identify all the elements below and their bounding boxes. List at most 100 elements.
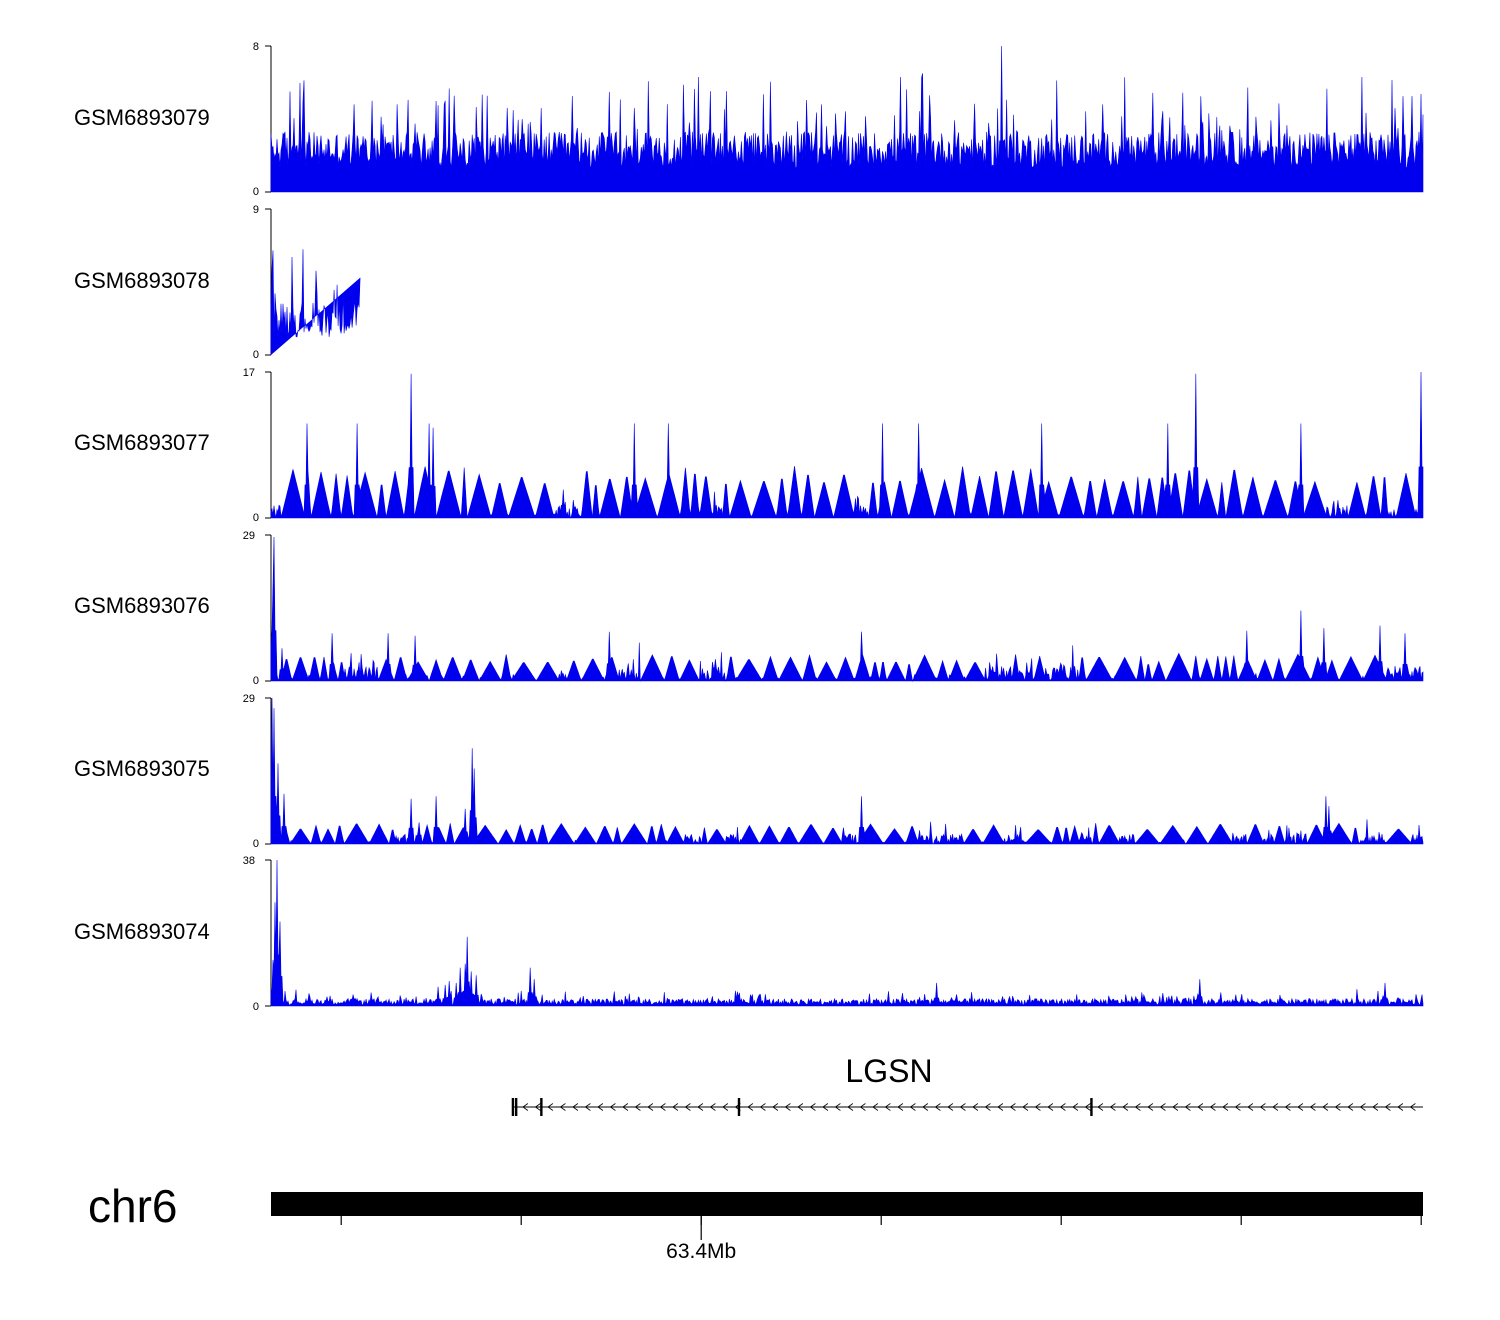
track-gsm6893076: GSM6893076 29 0 <box>74 530 1424 687</box>
y-max-label: 29 <box>243 530 255 542</box>
gene-exon <box>737 1098 741 1116</box>
strand-arrow <box>547 1103 554 1111</box>
strand-arrow <box>1009 1103 1016 1111</box>
strand-arrow <box>647 1103 654 1111</box>
strand-arrow <box>1184 1103 1191 1111</box>
strand-arrow <box>659 1103 666 1111</box>
coverage-area <box>270 859 1424 1007</box>
y-min-label: 0 <box>253 675 259 687</box>
y-max-label: 17 <box>243 367 255 379</box>
coverage-area <box>270 697 1424 845</box>
strand-arrow <box>1347 1103 1354 1111</box>
strand-arrow <box>1097 1103 1104 1111</box>
strand-arrow <box>559 1103 566 1111</box>
y-max-label: 8 <box>253 41 259 53</box>
strand-arrow <box>722 1103 729 1111</box>
strand-arrow <box>847 1103 854 1111</box>
strand-arrow <box>1409 1103 1416 1111</box>
strand-arrow <box>1209 1103 1216 1111</box>
strand-arrow <box>922 1103 929 1111</box>
strand-arrow <box>747 1103 754 1111</box>
strand-arrow <box>709 1103 716 1111</box>
strand-arrow <box>1034 1103 1041 1111</box>
track-label: GSM6893078 <box>74 268 210 293</box>
strand-arrow <box>1059 1103 1066 1111</box>
track-label: GSM6893076 <box>74 593 210 618</box>
strand-arrow <box>1122 1103 1129 1111</box>
strand-arrow <box>1284 1103 1291 1111</box>
strand-arrow <box>1022 1103 1029 1111</box>
gene-exon <box>1090 1098 1093 1116</box>
track-label: GSM6893077 <box>74 430 210 455</box>
strand-arrow <box>1309 1103 1316 1111</box>
strand-arrow <box>597 1103 604 1111</box>
y-min-label: 0 <box>253 512 259 524</box>
strand-arrow <box>697 1103 704 1111</box>
track-gsm6893079: GSM6893079 8 0 <box>74 41 1424 198</box>
gene-exon <box>511 1098 515 1116</box>
strand-arrow <box>1084 1103 1091 1111</box>
strand-arrow <box>1234 1103 1241 1111</box>
coverage-area <box>270 249 361 355</box>
strand-arrow <box>1047 1103 1054 1111</box>
strand-arrow <box>1384 1103 1391 1111</box>
strand-arrow <box>1359 1103 1366 1111</box>
strand-arrow <box>859 1103 866 1111</box>
strand-arrow <box>522 1103 529 1111</box>
track-gsm6893078: GSM6893078 9 0 <box>74 204 361 361</box>
strand-arrow <box>584 1103 591 1111</box>
chromosome-bar <box>271 1192 1423 1216</box>
track-gsm6893074: GSM6893074 38 0 <box>74 855 1424 1013</box>
strand-arrow <box>1147 1103 1154 1111</box>
gene-name-label: LGSN <box>845 1053 932 1089</box>
strand-arrow <box>872 1103 879 1111</box>
strand-arrow <box>997 1103 1004 1111</box>
strand-arrow <box>772 1103 779 1111</box>
strand-arrow <box>1072 1103 1079 1111</box>
strand-arrow <box>1134 1103 1141 1111</box>
strand-arrow <box>759 1103 766 1111</box>
gene-exon <box>514 1098 518 1116</box>
strand-arrow <box>609 1103 616 1111</box>
strand-arrow <box>1372 1103 1379 1111</box>
strand-arrow <box>984 1103 991 1111</box>
strand-arrow <box>634 1103 641 1111</box>
chromosome-track: chr6 63.4Mb <box>88 1180 1423 1263</box>
strand-arrow <box>809 1103 816 1111</box>
strand-arrow <box>959 1103 966 1111</box>
y-max-label: 29 <box>243 693 255 705</box>
track-label: GSM6893075 <box>74 756 210 781</box>
strand-arrow <box>884 1103 891 1111</box>
strand-arrow <box>947 1103 954 1111</box>
strand-arrow <box>572 1103 579 1111</box>
track-label: GSM6893074 <box>74 919 210 944</box>
gene-track: LGSN <box>511 1053 1423 1116</box>
position-tick-label: 63.4Mb <box>666 1240 736 1263</box>
gene-model <box>511 1098 1423 1116</box>
strand-arrow <box>909 1103 916 1111</box>
strand-arrow <box>1259 1103 1266 1111</box>
strand-arrow <box>1172 1103 1179 1111</box>
strand-arrow <box>1197 1103 1204 1111</box>
strand-arrow <box>684 1103 691 1111</box>
chromosome-ticks <box>340 1216 1422 1240</box>
strand-arrow <box>1322 1103 1329 1111</box>
coverage-area <box>270 371 1424 519</box>
strand-arrow <box>1159 1103 1166 1111</box>
track-gsm6893075: GSM6893075 29 0 <box>74 693 1424 850</box>
track-label: GSM6893079 <box>74 105 210 130</box>
strand-arrow <box>934 1103 941 1111</box>
y-min-label: 0 <box>253 838 259 850</box>
y-min-label: 0 <box>253 186 259 198</box>
strand-arrow <box>784 1103 791 1111</box>
strand-arrow <box>1247 1103 1254 1111</box>
chromosome-label: chr6 <box>88 1180 177 1232</box>
strand-arrow <box>1297 1103 1304 1111</box>
strand-arrow <box>834 1103 841 1111</box>
y-max-label: 9 <box>253 204 259 216</box>
strand-arrow <box>797 1103 804 1111</box>
strand-arrow <box>672 1103 679 1111</box>
y-max-label: 38 <box>243 855 255 867</box>
coverage-area <box>270 536 1424 683</box>
track-gsm6893077: GSM6893077 17 0 <box>74 367 1424 524</box>
